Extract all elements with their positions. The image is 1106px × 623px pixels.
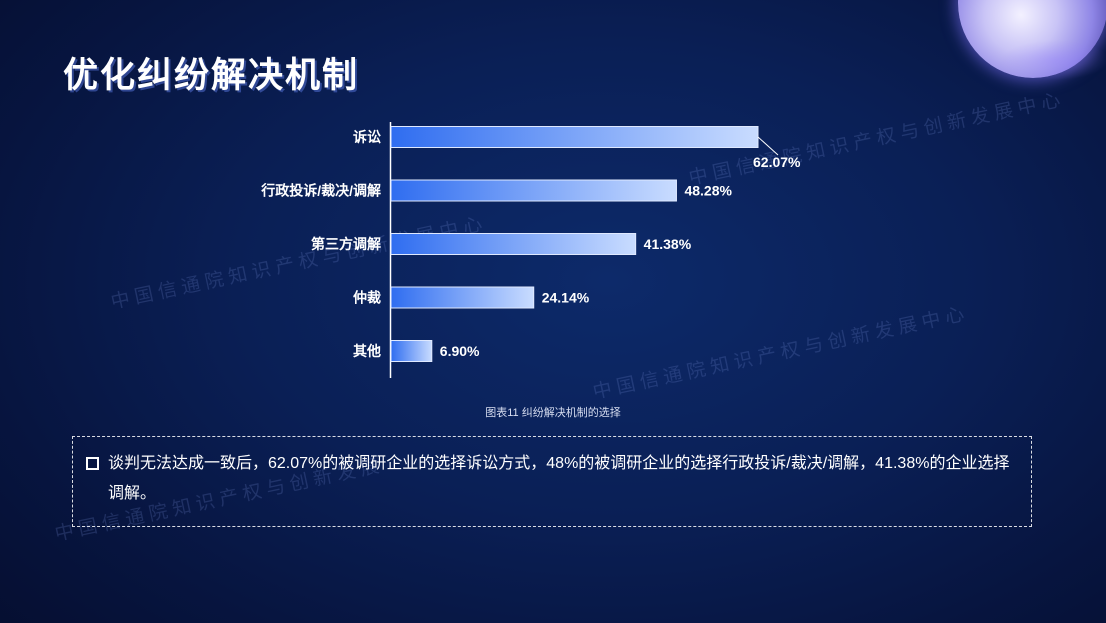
category-label: 诉讼: [353, 129, 381, 145]
value-label: 24.14%: [542, 290, 590, 306]
square-bullet-icon: [86, 457, 99, 470]
value-label: 6.90%: [440, 343, 480, 359]
category-label: 第三方调解: [311, 236, 381, 252]
bar: [390, 286, 535, 309]
bar: [390, 233, 637, 255]
category-label: 其他: [353, 343, 381, 359]
note-text: 谈判无法达成一致后，62.07%的被调研企业的选择诉讼方式，48%的被调研企业的…: [108, 455, 1010, 502]
category-label: 行政投诉/裁决/调解: [260, 183, 381, 199]
leader-line: [757, 136, 779, 156]
category-label: 仲裁: [353, 290, 381, 306]
page-title: 优化纠纷解决机制: [63, 56, 360, 95]
planet-glow: [1000, 40, 1106, 80]
value-label: 41.38%: [644, 236, 692, 252]
bar: [390, 179, 677, 202]
note-box: 谈判无法达成一致后，62.07%的被调研企业的选择诉讼方式，48%的被调研企业的…: [72, 436, 1032, 527]
value-label: 62.07%: [753, 154, 801, 170]
bar: [390, 340, 433, 362]
bar: [390, 126, 759, 148]
chart-caption: 图表11 纠纷解决机制的选择: [485, 407, 621, 419]
value-label: 48.28%: [684, 183, 732, 199]
